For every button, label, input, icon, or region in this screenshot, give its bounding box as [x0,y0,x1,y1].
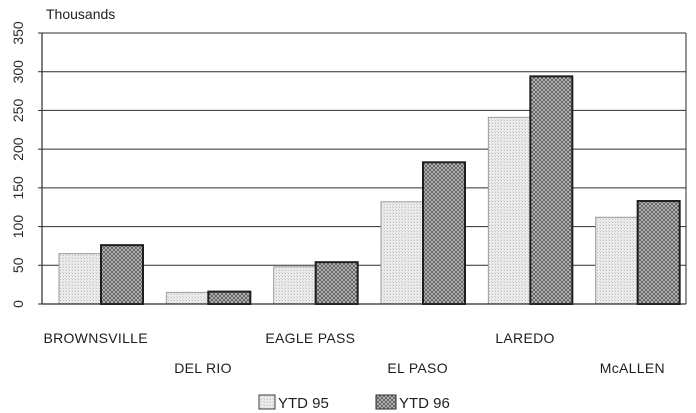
category-label-el-paso: EL PASO [387,360,447,376]
legend-item-ytd-95: YTD 95 [258,394,329,412]
bar-eagle-pass-ytd-95 [273,266,317,305]
bar-el-paso-ytd-96 [422,161,466,305]
y-axis-ticks: 0 50 100 150 200 250 300 350 [10,21,42,308]
bar-mcallen-ytd-95 [595,216,639,305]
legend: YTD 95 YTD 96 [258,394,450,412]
y-tick-label: 300 [10,60,26,84]
bar-del-rio-ytd-96 [207,290,252,305]
legend-item-ytd-96: YTD 96 [375,394,450,412]
gridlines [42,32,686,266]
category-label-eagle-pass: EAGLE PASS [265,330,355,346]
bars [58,75,681,306]
axes [41,33,687,305]
y-tick-label: 150 [10,176,26,200]
category-label-del-rio: DEL RIO [174,360,232,376]
bar-laredo-ytd-95 [487,116,531,305]
bar-brownsville-ytd-95 [58,253,102,305]
bar-del-rio-ytd-95 [165,291,209,305]
bar-el-paso-ytd-95 [380,201,424,305]
legend-label-ytd-96: YTD 96 [399,395,450,412]
bar-brownsville-ytd-96 [100,244,144,305]
y-tick-label: 350 [10,21,26,45]
legend-label-ytd-95: YTD 95 [278,395,329,412]
bar-eagle-pass-ytd-96 [314,261,359,305]
y-axis-unit-label: Thousands [46,6,115,22]
legend-swatch-ytd-96 [375,394,397,410]
y-tick-label: 100 [10,215,26,239]
category-label-mcallen: McALLEN [600,360,665,376]
category-labels: BROWNSVILLE DEL RIO EAGLE PASS EL PASO LARED… [43,330,664,376]
y-tick-label: 250 [10,99,26,123]
legend-swatch-ytd-95 [258,394,276,410]
bar-laredo-ytd-96 [529,75,574,305]
y-tick-label: 200 [10,137,26,161]
bar-mcallen-ytd-96 [636,200,681,306]
y-tick-label: 50 [10,257,26,273]
category-label-brownsville: BROWNSVILLE [43,330,147,346]
y-tick-label: 0 [10,300,26,308]
category-label-laredo: LAREDO [495,330,554,346]
